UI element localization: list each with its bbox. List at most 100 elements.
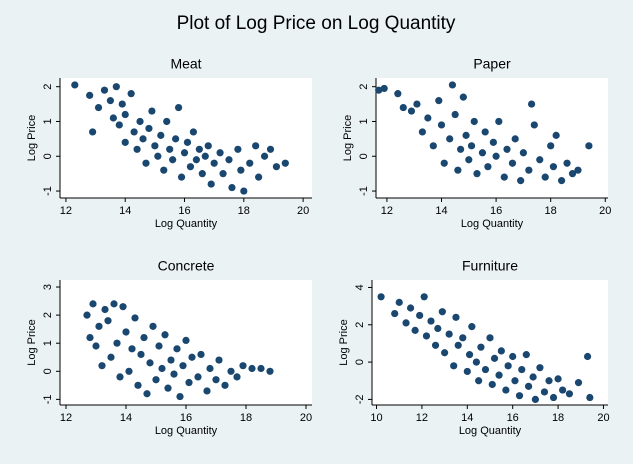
- x-tick-label: 12: [381, 205, 393, 217]
- point: [517, 177, 525, 185]
- x-tick-label: 18: [545, 205, 557, 217]
- point: [552, 131, 560, 139]
- point: [119, 303, 127, 311]
- point: [462, 131, 470, 139]
- point: [183, 138, 192, 146]
- x-tick-label: 20: [597, 412, 609, 424]
- point: [179, 362, 187, 370]
- x-tick-label: 20: [599, 205, 611, 217]
- x-tick-label: 18: [552, 412, 564, 424]
- panel-title: Concrete: [158, 258, 215, 274]
- point: [252, 142, 260, 150]
- y-tick-label: 1: [42, 118, 54, 124]
- point: [154, 152, 162, 160]
- panel-title: Paper: [473, 56, 511, 72]
- point: [94, 103, 103, 112]
- point: [201, 152, 209, 160]
- point: [568, 170, 577, 178]
- point: [394, 90, 402, 98]
- point: [206, 364, 214, 373]
- point: [216, 149, 224, 157]
- point: [508, 159, 517, 167]
- point: [172, 135, 180, 143]
- point: [215, 356, 223, 364]
- point: [207, 180, 215, 188]
- point: [420, 293, 428, 301]
- point: [547, 142, 555, 150]
- point: [71, 81, 79, 89]
- y-tick-label: 0: [42, 153, 54, 159]
- point: [234, 145, 242, 153]
- x-axis-label: Log Quantity: [155, 425, 218, 437]
- point: [424, 114, 432, 122]
- point: [281, 159, 289, 167]
- y-tick-label: -1: [42, 186, 54, 196]
- point: [511, 135, 519, 143]
- point: [473, 170, 481, 178]
- point: [233, 373, 241, 381]
- point: [145, 124, 153, 133]
- point: [522, 351, 530, 359]
- point: [266, 367, 274, 375]
- point: [157, 131, 165, 139]
- point: [446, 135, 454, 143]
- point: [495, 117, 503, 126]
- point: [167, 356, 175, 364]
- point: [406, 304, 415, 312]
- point: [502, 386, 510, 394]
- y-tick-label: 4: [354, 284, 366, 290]
- x-tick-label: 14: [461, 412, 473, 424]
- point: [468, 323, 476, 331]
- point: [128, 345, 136, 353]
- point: [240, 187, 248, 195]
- point: [177, 173, 186, 181]
- point: [166, 145, 174, 153]
- point: [427, 317, 435, 325]
- point: [255, 173, 263, 181]
- point: [152, 376, 160, 384]
- x-tick-label: 16: [507, 412, 519, 424]
- point: [559, 386, 567, 394]
- point: [486, 334, 494, 342]
- point: [422, 332, 431, 340]
- point: [518, 365, 526, 374]
- x-tick-label: 20: [297, 205, 309, 217]
- point: [101, 305, 109, 314]
- point: [122, 328, 130, 336]
- point: [391, 309, 399, 318]
- point: [380, 84, 388, 93]
- point: [454, 341, 462, 349]
- y-axis-label: Log Price: [26, 319, 38, 365]
- point: [511, 377, 519, 385]
- y-tick-label: 2: [42, 312, 54, 318]
- point: [210, 159, 218, 167]
- y-tick-label: 2: [42, 84, 54, 90]
- point: [86, 333, 94, 342]
- panel-title: Furniture: [462, 258, 518, 274]
- point: [185, 378, 193, 387]
- point: [98, 362, 106, 370]
- point: [431, 341, 440, 349]
- point: [540, 388, 549, 396]
- point: [418, 128, 426, 136]
- point: [260, 152, 269, 160]
- point: [115, 121, 123, 129]
- point: [586, 393, 594, 402]
- point: [465, 156, 473, 164]
- point: [192, 156, 200, 164]
- point: [470, 117, 478, 126]
- point: [515, 392, 524, 400]
- point: [212, 376, 220, 384]
- point: [195, 145, 203, 153]
- point: [140, 333, 148, 342]
- point: [182, 336, 190, 344]
- x-tick-label: 16: [180, 412, 192, 424]
- point: [89, 128, 97, 136]
- point: [484, 163, 492, 171]
- point: [475, 377, 483, 385]
- point: [451, 110, 459, 119]
- point: [113, 339, 121, 347]
- point: [402, 319, 410, 327]
- point: [189, 128, 198, 136]
